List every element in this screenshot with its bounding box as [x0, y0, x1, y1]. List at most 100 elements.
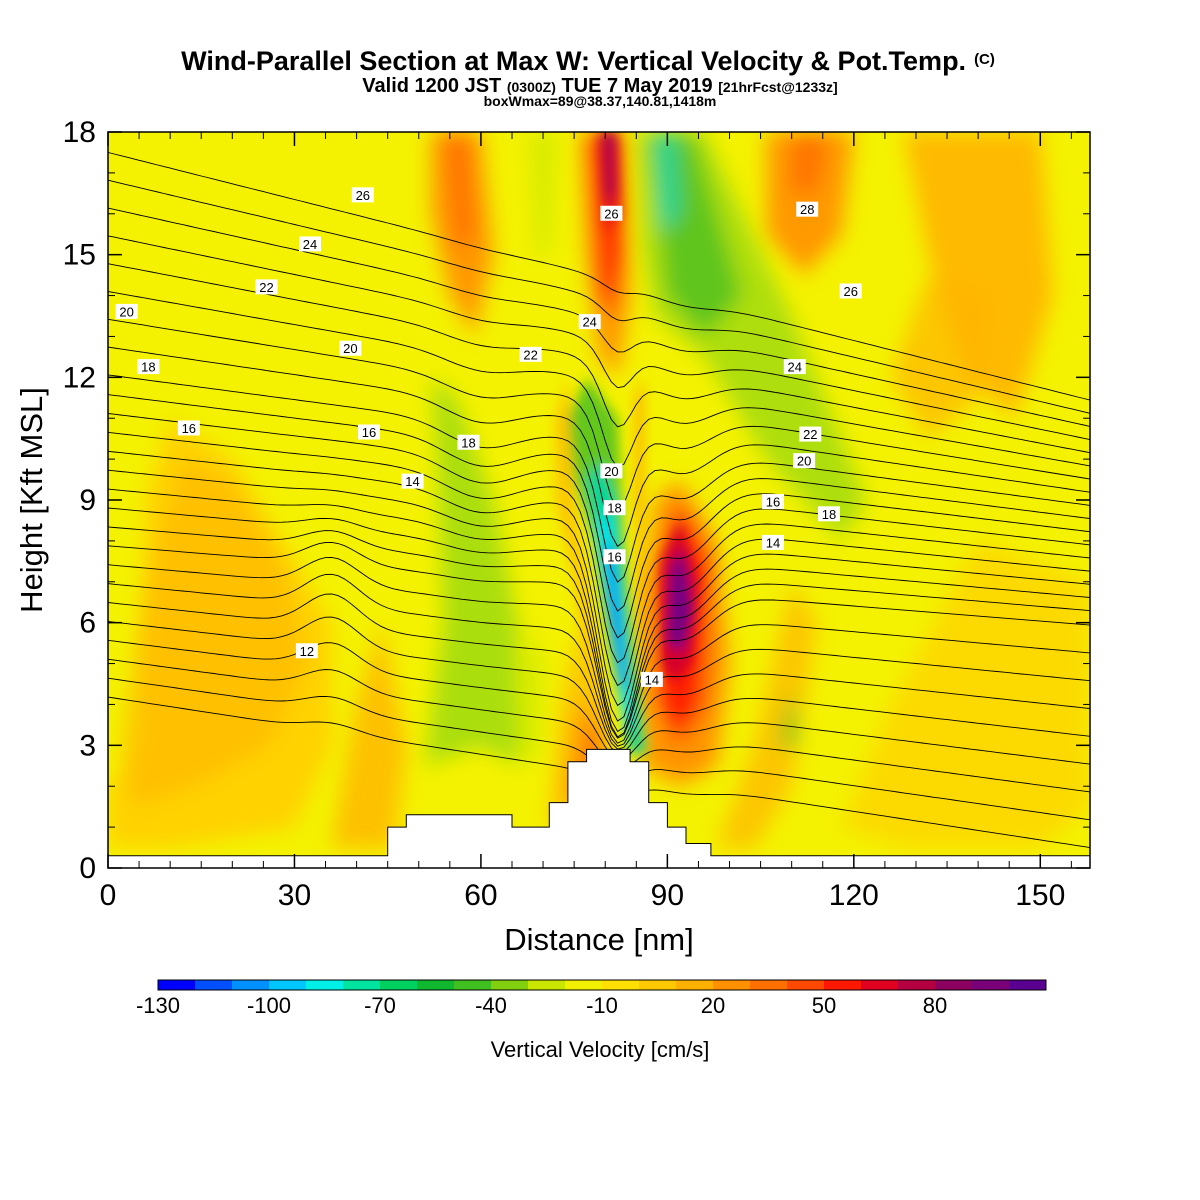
contour-label-bg	[783, 359, 806, 375]
colorbar-swatch	[306, 980, 344, 990]
contour-label-text: 26	[843, 284, 857, 299]
chart-subtitle: Valid 1200 JST (0300Z) TUE 7 May 2019 [2…	[362, 75, 837, 97]
colorbar-swatch	[491, 980, 529, 990]
theta-contour	[108, 207, 1090, 427]
theta-contour	[108, 593, 1090, 750]
colorbar-swatch	[417, 980, 455, 990]
contour-label-text: 24	[303, 237, 317, 252]
contour-label-text: 20	[343, 341, 357, 356]
field-blob	[443, 132, 475, 255]
contour-label-text: 24	[582, 315, 596, 330]
x-tick-label: 120	[829, 879, 879, 912]
colorbar-swatch	[972, 980, 1010, 990]
colorbar-swatch	[195, 980, 233, 990]
x-axis-label: Distance [nm]	[504, 922, 694, 957]
field-blob	[425, 377, 519, 766]
contour-label-bg	[358, 424, 381, 440]
field-blob	[791, 132, 829, 194]
contour-label-text: 26	[604, 206, 618, 221]
colorbar-tick-label: 80	[923, 993, 947, 1018]
terrain	[108, 748, 1090, 868]
theta-contour-label: 18	[457, 434, 480, 450]
theta-contour-label: 18	[817, 506, 840, 522]
theta-contour	[108, 235, 1090, 441]
y-tick-label: 6	[79, 607, 96, 640]
colorbar-label: Vertical Velocity [cm/s]	[491, 1037, 710, 1062]
field-blob	[841, 540, 1090, 848]
theta-contour	[108, 374, 1090, 583]
theta-contour-label: 18	[137, 359, 160, 375]
colorbar-swatch	[898, 980, 936, 990]
colorbar: -130 -100 -70 -40 -10 20 50 80	[136, 979, 1047, 1018]
theta-contour-label: 14	[640, 671, 663, 687]
subtitle-fcst: [21hrFcst@1233z]	[718, 79, 837, 95]
theta-contour	[108, 488, 1090, 722]
contour-label-bg	[295, 643, 318, 659]
theta-contour	[108, 346, 1090, 548]
field-blob	[654, 132, 680, 235]
colorbar-swatch	[861, 980, 899, 990]
colorbar-tick-label: -100	[247, 993, 291, 1018]
y-tick-label: 9	[79, 484, 96, 517]
theta-contour-label: 14	[762, 534, 785, 550]
field-blob	[518, 622, 544, 766]
contour-label-bg	[799, 426, 822, 442]
colorbar-swatch	[565, 980, 603, 990]
y-axis-label: Height [Kft MSL]	[14, 387, 49, 613]
theta-contour	[108, 469, 1090, 707]
x-axis: 0 30 60 90 120 150	[100, 132, 1072, 912]
colorbar-swatch	[935, 980, 973, 990]
contour-label-bg	[793, 453, 816, 469]
field-blob	[549, 622, 593, 828]
contour-label-text: 14	[645, 672, 659, 687]
contour-label-text: 28	[800, 202, 814, 217]
colorbar-swatch	[232, 980, 270, 990]
contour-label-text: 26	[356, 188, 370, 203]
contour-label-bg	[115, 303, 138, 319]
contour-label-text: 18	[461, 435, 475, 450]
y-tick-label: 0	[79, 852, 96, 885]
theta-contour-label: 22	[519, 346, 542, 362]
theta-contour	[108, 450, 1090, 687]
theta-contour	[108, 151, 1090, 401]
contour-label-bg	[457, 434, 480, 450]
theta-contour	[108, 556, 1090, 744]
colorbar-tick-label: -10	[586, 993, 618, 1018]
x-tick-label: 0	[100, 879, 117, 912]
colorbar-swatch	[528, 980, 566, 990]
contour-label-bg	[640, 671, 663, 687]
contour-label-bg	[603, 549, 626, 565]
y-tick-label: 3	[79, 729, 96, 762]
theta-contour-labels: 12 14 14 14 16 16 16 16 18 18 18 18 20 20 20 20 22 22 22 24…	[115, 187, 862, 687]
field-blob	[331, 622, 407, 848]
colorbar-swatch	[269, 980, 307, 990]
field-blob	[530, 132, 556, 255]
contour-label-text: 16	[362, 425, 376, 440]
field-blob	[636, 377, 662, 746]
contour-label-bg	[603, 500, 626, 516]
theta-contour-label: 14	[401, 473, 424, 489]
colorbar-swatch	[380, 980, 418, 990]
colorbar-tick-label: 20	[701, 993, 725, 1018]
theta-contour	[108, 318, 1090, 509]
contour-label-text: 20	[119, 304, 133, 319]
x-tick-label: 90	[651, 879, 684, 912]
contour-label-text: 20	[797, 454, 811, 469]
colorbar-swatch	[713, 980, 751, 990]
theta-contour-label: 28	[796, 201, 819, 217]
theta-contour-label: 20	[793, 453, 816, 469]
y-tick-label: 15	[63, 239, 96, 272]
contour-label-text: 18	[607, 501, 621, 516]
theta-contour	[108, 541, 1090, 739]
contour-label-text: 16	[182, 421, 196, 436]
theta-contour-label: 16	[603, 549, 626, 565]
theta-contour	[108, 573, 1090, 747]
contour-label-text: 16	[607, 550, 621, 565]
chart-subtitle2: boxWmax=89@38.37,140.81,1418m	[484, 93, 717, 109]
colorbar-tick-label: 50	[812, 993, 836, 1018]
y-tick-label: 18	[63, 116, 96, 149]
field-blob	[605, 540, 627, 693]
colorbar-swatch	[824, 980, 862, 990]
subtitle-utc: (0300Z)	[507, 79, 556, 95]
